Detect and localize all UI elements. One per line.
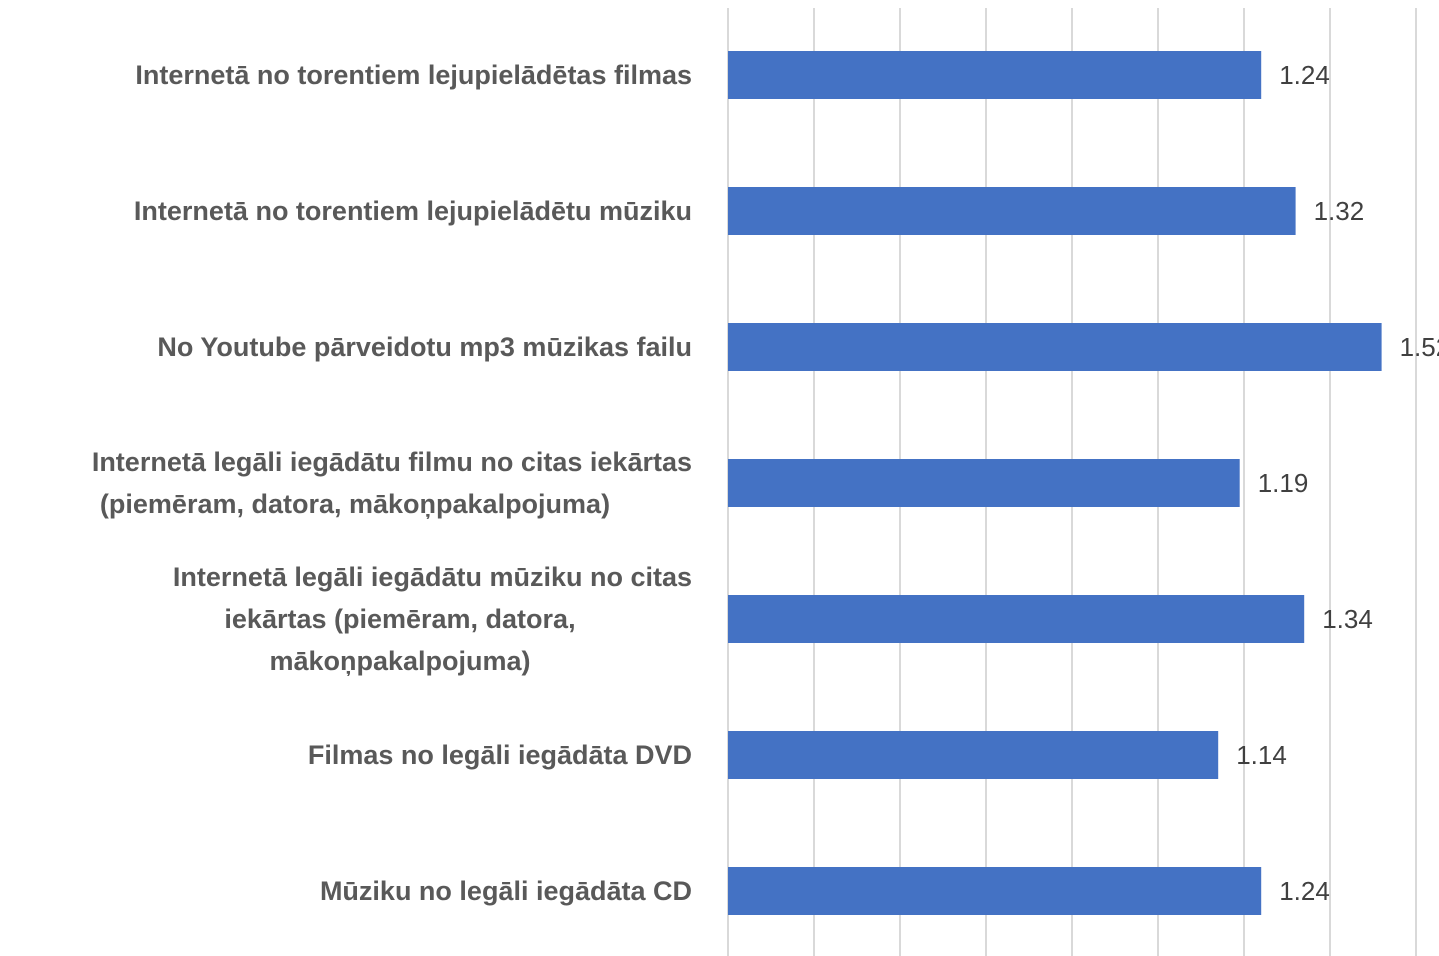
category-label: Internetā legāli iegādātu filmu no citas… (92, 447, 692, 519)
value-label: 1.24 (1279, 876, 1330, 906)
value-label: 1.19 (1258, 468, 1309, 498)
bar (728, 459, 1240, 507)
category-label: Internetā legāli iegādātu mūziku no cita… (173, 562, 692, 676)
category-label: No Youtube pārveidotu mp3 mūzikas failu (157, 332, 692, 362)
bar (728, 731, 1219, 779)
value-label: 1.52 (1400, 332, 1439, 362)
bar (728, 51, 1262, 99)
category-label: Mūziku no legāli iegādāta CD (320, 876, 692, 906)
value-label: 1.14 (1236, 740, 1287, 770)
value-label: 1.34 (1322, 604, 1373, 634)
category-label: Internetā no torentiem lejupielādētas fi… (135, 60, 692, 90)
bar (728, 323, 1382, 371)
value-label: 1.32 (1314, 196, 1365, 226)
value-label: 1.24 (1279, 60, 1330, 90)
bar (728, 867, 1262, 915)
bar (728, 187, 1296, 235)
category-label: Internetā no torentiem lejupielādētu mūz… (134, 196, 692, 226)
category-label: Filmas no legāli iegādāta DVD (308, 740, 692, 770)
bar (728, 595, 1305, 643)
